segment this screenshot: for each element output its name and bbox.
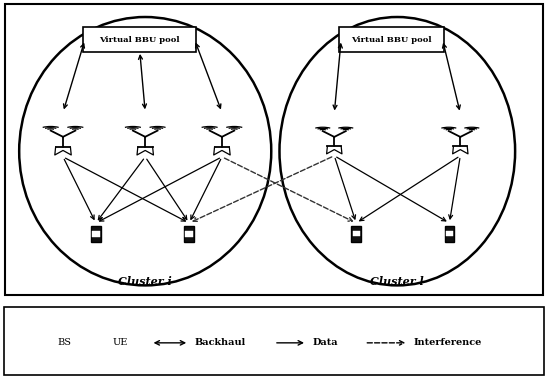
Text: Virtual BBU pool: Virtual BBU pool xyxy=(351,36,432,44)
Ellipse shape xyxy=(279,17,515,285)
Text: UE: UE xyxy=(112,338,128,347)
FancyBboxPatch shape xyxy=(351,226,361,242)
Text: BS: BS xyxy=(58,338,72,347)
Text: Data: Data xyxy=(312,338,338,347)
FancyBboxPatch shape xyxy=(4,307,544,375)
Ellipse shape xyxy=(19,17,271,285)
FancyBboxPatch shape xyxy=(5,4,543,295)
FancyBboxPatch shape xyxy=(91,226,101,242)
FancyBboxPatch shape xyxy=(353,231,359,237)
FancyBboxPatch shape xyxy=(446,231,453,237)
Text: Cluster i: Cluster i xyxy=(118,276,172,287)
Text: Backhaul: Backhaul xyxy=(195,338,246,347)
FancyBboxPatch shape xyxy=(339,27,444,52)
FancyBboxPatch shape xyxy=(90,333,101,351)
FancyBboxPatch shape xyxy=(92,338,100,345)
Text: Cluster l: Cluster l xyxy=(370,276,424,287)
FancyBboxPatch shape xyxy=(83,27,196,52)
FancyBboxPatch shape xyxy=(185,231,193,237)
FancyBboxPatch shape xyxy=(444,226,454,242)
Text: Virtual BBU pool: Virtual BBU pool xyxy=(99,36,180,44)
Text: Interference: Interference xyxy=(414,338,482,347)
FancyBboxPatch shape xyxy=(184,226,194,242)
FancyBboxPatch shape xyxy=(92,231,100,237)
